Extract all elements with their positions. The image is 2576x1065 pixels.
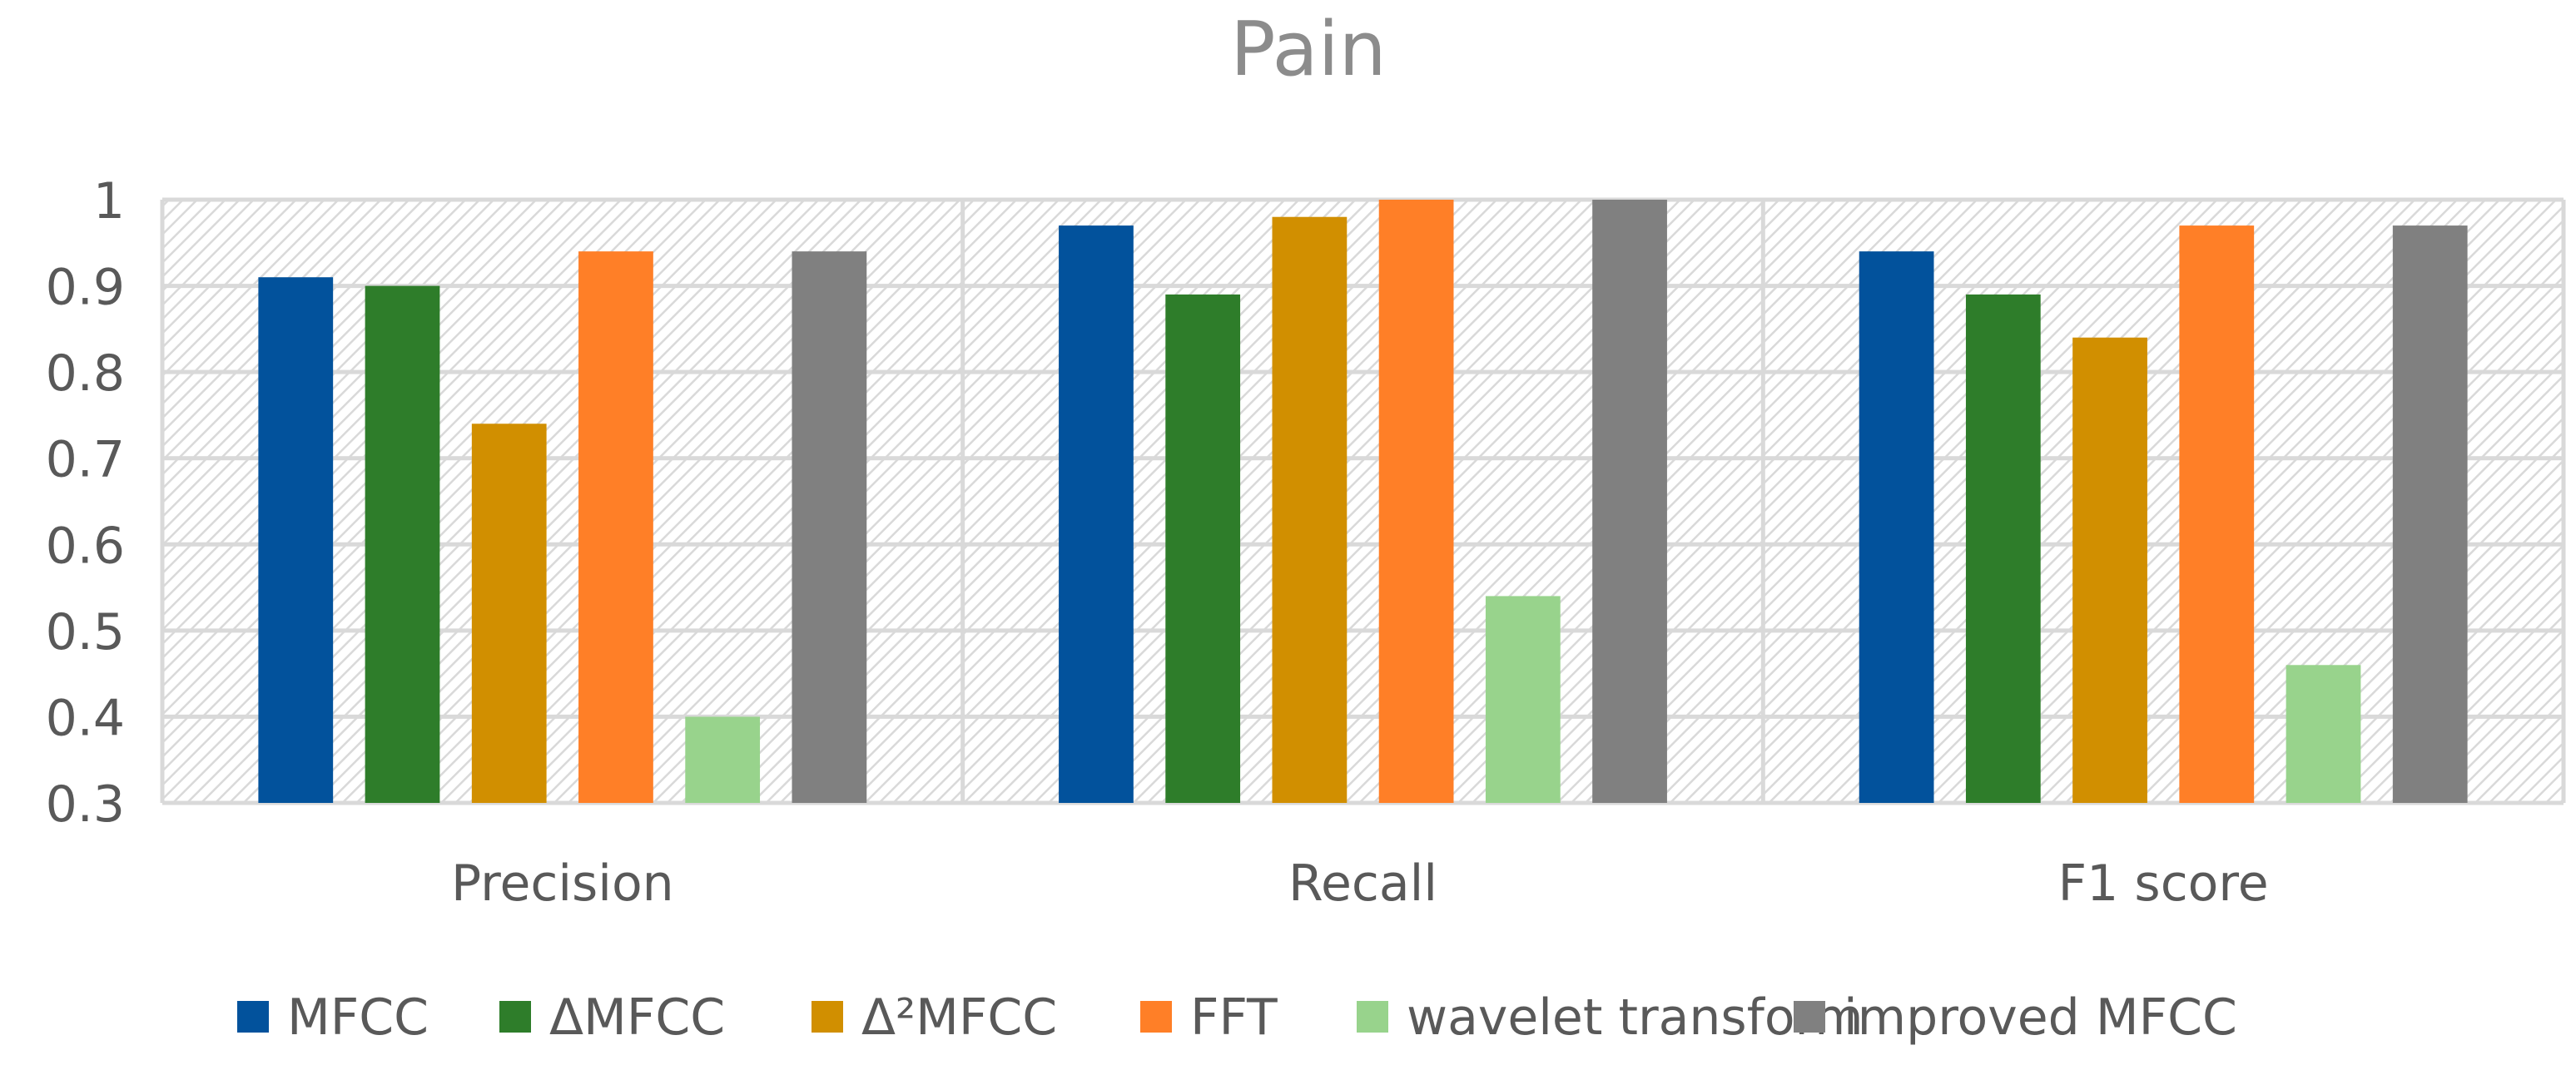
bar--mfcc-recall [1165,294,1241,803]
y-tick-label: 0.5 [46,603,125,661]
legend-swatch [1140,1001,1172,1033]
gridlines [160,197,2566,805]
legend-label: improved MFCC [1844,988,2237,1047]
legend: MFCC ΔMFCC Δ²MFCC FFT wavelet transformimpro… [237,988,2237,1047]
chart-title: Pain [1230,6,1386,93]
legend-label: ΔMFCC [549,988,725,1047]
y-tick-label: 0.3 [46,775,125,834]
bar-fft-f1-score [2179,225,2255,804]
legend-label: FFT [1190,988,1278,1047]
legend-swatch [1357,1001,1388,1033]
y-tick-label: 0.6 [46,517,125,575]
y-tick-label: 0.4 [46,689,125,747]
y-tick-label: 0.8 [46,344,125,403]
bar-mfcc-recall [1059,225,1134,804]
y-tick-label: 0.7 [46,431,125,489]
bar-wavelet-transform-f1-score [2286,665,2361,803]
legend-label: MFCC [287,988,429,1047]
x-tick-label: Precision [451,854,674,913]
bar--mfcc-recall [1272,216,1348,803]
y-axis-ticks: 0.3 0.4 0.5 0.6 0.7 0.8 0.9 1 [46,172,125,834]
bars [258,200,2468,804]
bar-wavelet-transform-recall [1485,596,1561,803]
y-tick-label: 0.9 [46,259,125,317]
x-tick-label: Recall [1288,854,1437,913]
bar-mfcc-precision [258,277,334,803]
legend-swatch [237,1001,269,1033]
legend-swatch [1794,1001,1825,1033]
bar-mfcc-f1-score [1859,251,1934,804]
bar--mfcc-f1-score [1965,294,2041,803]
bar-improved-mfcc-f1-score [2392,225,2468,804]
bar-fft-recall [1378,200,1454,803]
x-axis-ticks: Precision Recall F1 score [451,854,2269,913]
legend-swatch [499,1001,531,1033]
legend-label: Δ²MFCC [861,988,1057,1047]
y-tick-label: 1 [93,172,125,230]
bar-improved-mfcc-precision [792,251,867,804]
legend-label: wavelet transform [1407,988,1864,1047]
bar--mfcc-f1-score [2072,337,2147,803]
bar-improved-mfcc-recall [1592,200,1667,803]
legend-swatch [812,1001,843,1033]
bar--mfcc-precision [365,285,440,804]
plot-area-background [162,200,2564,803]
bar--mfcc-precision [471,424,547,803]
bar-fft-precision [578,251,653,804]
x-tick-label: F1 score [2058,854,2269,913]
bar-wavelet-transform-precision [685,716,761,803]
